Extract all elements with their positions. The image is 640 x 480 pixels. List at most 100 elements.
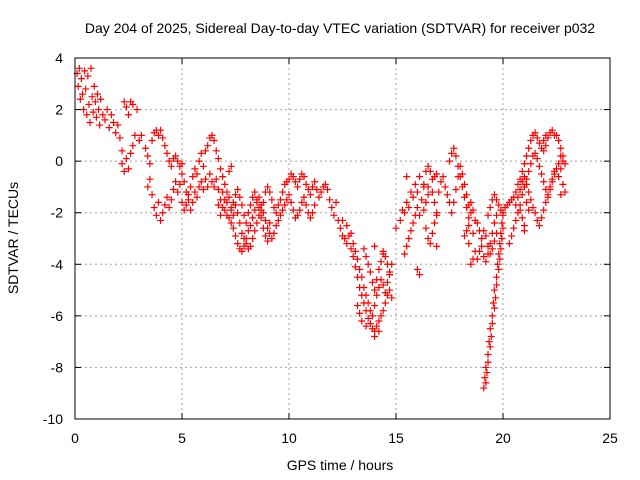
data-point <box>550 167 558 175</box>
data-point <box>204 183 212 191</box>
x-axis-label: GPS time / hours <box>287 457 394 473</box>
data-point <box>283 196 291 204</box>
data-point <box>482 379 490 387</box>
data-point <box>484 250 492 258</box>
data-point <box>486 240 494 248</box>
data-point <box>392 224 400 232</box>
data-point <box>371 242 379 250</box>
data-point <box>317 188 325 196</box>
data-point <box>377 312 385 320</box>
data-point <box>78 90 86 98</box>
data-point <box>465 240 473 248</box>
data-point <box>493 273 501 281</box>
data-point <box>321 180 329 188</box>
data-point <box>488 245 496 253</box>
data-point <box>144 183 152 191</box>
data-point <box>95 106 103 114</box>
data-point <box>437 178 445 186</box>
data-point <box>294 183 302 191</box>
data-point <box>401 250 409 258</box>
data-point <box>236 193 244 201</box>
data-point <box>251 188 259 196</box>
data-point <box>197 149 205 157</box>
data-point <box>90 82 98 90</box>
data-point <box>364 260 372 268</box>
data-point <box>268 235 276 242</box>
data-point <box>279 188 287 196</box>
data-point <box>199 186 207 194</box>
data-point <box>93 90 101 98</box>
data-point <box>296 206 304 214</box>
data-point <box>232 191 239 199</box>
data-point <box>493 211 501 219</box>
data-point <box>540 147 548 155</box>
data-point <box>210 183 218 191</box>
data-point <box>212 175 220 183</box>
data-point <box>253 196 261 204</box>
data-point <box>246 222 254 230</box>
data-point <box>161 142 169 150</box>
data-point <box>182 201 190 209</box>
data-point <box>364 299 372 307</box>
data-point <box>497 229 505 237</box>
data-point <box>309 209 317 217</box>
data-point <box>249 214 257 222</box>
data-point <box>125 111 132 119</box>
data-point <box>129 142 137 150</box>
data-point <box>99 111 107 119</box>
data-point <box>202 175 210 183</box>
data-point <box>381 299 389 307</box>
data-point <box>525 144 533 152</box>
data-point <box>512 201 520 209</box>
data-point <box>266 188 274 196</box>
data-point <box>516 206 524 214</box>
data-point <box>510 224 518 232</box>
data-point <box>478 242 486 250</box>
data-point <box>362 291 370 299</box>
data-point <box>142 144 150 152</box>
data-point <box>105 124 113 132</box>
data-point <box>518 191 526 199</box>
data-point <box>127 149 135 157</box>
data-point <box>152 211 160 219</box>
data-point <box>484 351 492 359</box>
data-point <box>362 322 370 330</box>
data-point <box>238 201 246 209</box>
y-tick-label: -6 <box>51 308 64 324</box>
data-point <box>493 196 501 204</box>
data-point <box>373 322 381 330</box>
data-point <box>542 198 550 206</box>
data-point <box>416 271 424 279</box>
data-point <box>542 131 550 139</box>
data-point <box>234 240 242 248</box>
data-point <box>238 229 246 237</box>
y-tick-label: 0 <box>55 153 63 169</box>
data-point <box>251 227 259 235</box>
data-point <box>409 219 417 227</box>
data-point <box>396 216 404 224</box>
data-point <box>368 312 376 320</box>
data-point <box>548 175 556 183</box>
data-point <box>416 211 424 219</box>
data-point <box>428 188 436 196</box>
data-point <box>172 178 180 186</box>
data-point <box>291 178 299 186</box>
data-point <box>540 178 548 186</box>
data-point <box>483 369 491 377</box>
data-point <box>276 196 284 204</box>
data-point <box>490 237 498 245</box>
data-point <box>300 173 308 181</box>
data-point <box>326 196 334 204</box>
data-point <box>285 191 293 199</box>
data-point <box>555 137 563 145</box>
data-point <box>463 204 471 212</box>
chart-title: Day 204 of 2025, Sidereal Day-to-day VTE… <box>85 20 595 36</box>
data-point <box>473 219 481 227</box>
data-point <box>456 173 464 181</box>
data-point <box>431 219 439 227</box>
data-point <box>80 106 88 114</box>
data-point <box>264 183 272 191</box>
data-point <box>508 232 516 240</box>
data-point <box>114 121 122 129</box>
data-point <box>264 237 272 245</box>
